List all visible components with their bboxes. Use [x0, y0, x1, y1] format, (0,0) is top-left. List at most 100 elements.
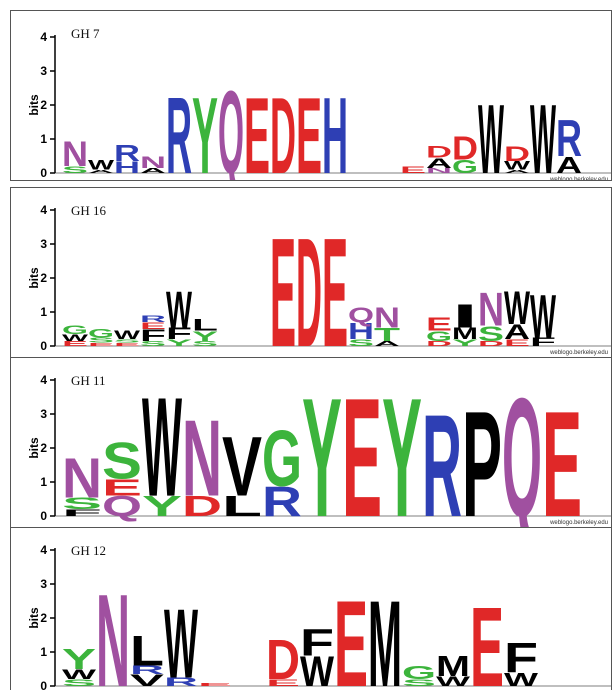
y-axis-label: bits: [27, 94, 41, 116]
logo-letter: S: [478, 322, 504, 346]
logo-letter: R: [114, 140, 140, 166]
logo-letter: P: [462, 381, 502, 528]
logo-letter: E: [198, 682, 232, 687]
logo-letter: Y: [166, 337, 193, 348]
y-tick-label: 1: [40, 132, 47, 146]
y-tick-label: 3: [40, 407, 47, 421]
logo-letter: W: [436, 673, 470, 689]
y-tick-label: 2: [40, 441, 47, 455]
logo-letter: Y: [302, 362, 342, 528]
logo-letter: R: [166, 76, 192, 181]
logo-letter: E: [334, 576, 368, 690]
logo-panel-gh11: GH 11 0 1 2 3 4 bits weblogo.berkeley.edu F S N Q E S…: [10, 357, 612, 528]
logo-letter: W: [504, 159, 531, 172]
panel-title: GH 16: [71, 203, 107, 218]
logo-letter: E: [88, 342, 114, 347]
logo-letter: N: [140, 153, 166, 171]
panel-title: GH 7: [71, 26, 100, 41]
logo-panel-gh7: GH 7 0 1 2 3 4 bits weblogo.berkeley.edu S N A W H R A…: [10, 10, 612, 181]
logo-letter: G: [452, 157, 478, 178]
logo-letter: N: [426, 167, 452, 175]
y-tick-label: 0: [40, 509, 47, 523]
y-tick-label: 3: [40, 237, 47, 251]
y-axis-label: bits: [27, 267, 41, 289]
panel-title: GH 12: [71, 543, 106, 558]
logo-letter: S: [192, 340, 218, 348]
logo-letter: A: [556, 152, 582, 178]
logo-letter: V: [222, 419, 262, 514]
logo-letter: S: [140, 340, 166, 348]
logo-letter: N: [96, 569, 130, 690]
logo-letter: Y: [62, 644, 97, 675]
logo-letter: S: [114, 339, 140, 344]
logo-letter: L: [222, 491, 262, 522]
logo-letter: S: [62, 164, 88, 175]
logo-letter: I: [452, 299, 478, 335]
logo-letter: Y: [382, 362, 422, 528]
logo-letter: E: [266, 677, 300, 688]
logo-letter: W: [62, 666, 96, 682]
logo-letter: E: [114, 342, 140, 347]
logo-letter: S: [348, 337, 374, 348]
logo-letter: E: [140, 320, 166, 331]
logo-letter: A: [504, 321, 530, 345]
logo-letter: S: [62, 677, 96, 688]
logo-letter: F: [300, 622, 334, 664]
logo-letter: E: [244, 76, 270, 181]
logo-letter: W: [504, 670, 539, 690]
logo-letter: D: [478, 340, 504, 348]
logo-letter: F: [140, 326, 166, 344]
logo-letter: W: [62, 332, 88, 343]
logo-letter: D: [182, 491, 222, 522]
logo-letter: Q: [502, 362, 542, 528]
logo-letter: W: [114, 329, 141, 342]
logo-letter: S: [88, 337, 114, 345]
logo-letter: E: [322, 205, 348, 358]
logo-letter: Y: [192, 328, 218, 344]
logo-letter: Y: [142, 491, 183, 522]
logo-letter: D: [266, 629, 300, 690]
logo-letter: M: [368, 576, 402, 690]
logo-letter: E: [342, 362, 382, 528]
logo-letter: D: [296, 205, 322, 358]
logo-letter: S: [402, 677, 436, 688]
logo-letter: L: [192, 316, 218, 334]
logo-letter: T: [374, 325, 401, 346]
y-tick-label: 0: [40, 166, 47, 180]
logo-letter: W: [530, 84, 556, 181]
logo-letter: G: [402, 663, 436, 684]
logo-letter: D: [426, 143, 452, 161]
logo-letter: A: [140, 167, 166, 175]
logo-letter: D: [426, 340, 452, 348]
logo-letter: F: [530, 335, 556, 348]
logo-letter: Q: [218, 68, 244, 181]
logo-letter: W: [530, 283, 556, 351]
logo-letter: V: [130, 671, 165, 689]
logo-letter: G: [62, 324, 88, 337]
logo-letter: H: [348, 318, 374, 344]
logo-letter: N: [182, 399, 222, 520]
logo-letter: M: [452, 324, 478, 342]
y-tick-label: 3: [40, 577, 47, 591]
logo-letter: N: [62, 135, 88, 175]
logo-panel-gh16: GH 16 0 1 2 3 4 bits weblogo.berkeley.edu E W G E S G…: [10, 187, 612, 358]
y-axis-label: bits: [27, 607, 41, 629]
logo-letter: S: [102, 433, 142, 490]
y-tick-label: 2: [40, 611, 47, 625]
credit-label: weblogo.berkeley.edu: [549, 177, 608, 181]
logo-letter: W: [300, 648, 335, 690]
logo-letter: N: [62, 447, 102, 510]
logo-letter: A: [374, 340, 400, 348]
panel-title: GH 11: [71, 373, 106, 388]
logo-letter: R: [140, 314, 166, 325]
logo-letter: E: [62, 340, 88, 348]
y-tick-label: 4: [40, 543, 47, 557]
y-tick-label: 0: [40, 339, 47, 353]
logo-letter: D: [270, 76, 296, 181]
logo-letter: E: [504, 337, 530, 348]
logo-letter: E: [470, 584, 504, 690]
logo-letter: W: [88, 157, 114, 173]
logo-letter: E: [296, 76, 322, 181]
y-tick-label: 2: [40, 271, 47, 285]
logo-letter: Q: [102, 491, 142, 522]
